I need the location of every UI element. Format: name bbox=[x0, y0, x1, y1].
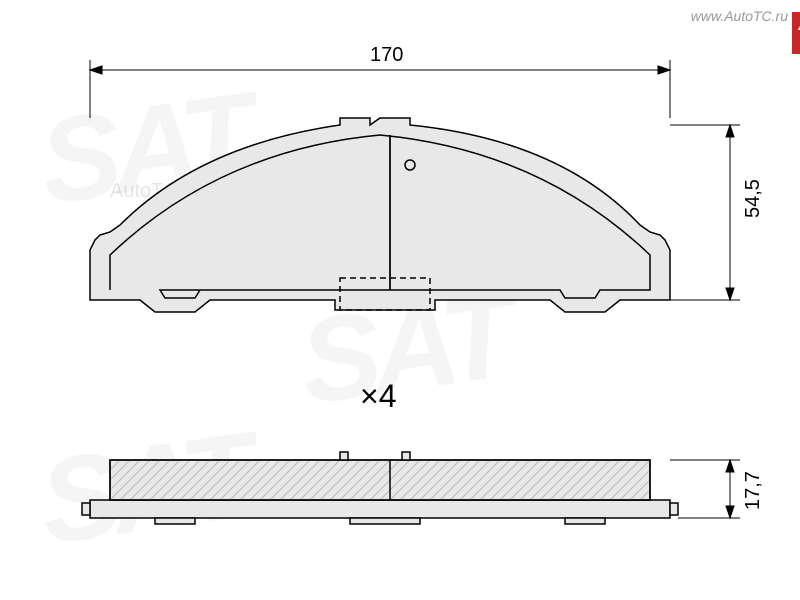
dim-thickness-label: 17,7 bbox=[742, 471, 765, 510]
drawing-svg bbox=[0, 0, 800, 600]
drawing-canvas: SAT SAT SAT AutoTC.ru AutoTC.ru AutoTC.r… bbox=[0, 0, 800, 600]
dim-width bbox=[90, 60, 670, 118]
watermark-url: www.AutoTC.ru bbox=[691, 8, 788, 24]
side-view bbox=[82, 452, 678, 524]
quantity-label: ×4 bbox=[360, 378, 396, 415]
dim-height-label: 54,5 bbox=[742, 179, 765, 218]
dim-width-label: 170 bbox=[370, 44, 403, 67]
dim-thickness bbox=[670, 460, 740, 518]
front-view bbox=[90, 118, 670, 312]
dim-height bbox=[670, 125, 740, 300]
